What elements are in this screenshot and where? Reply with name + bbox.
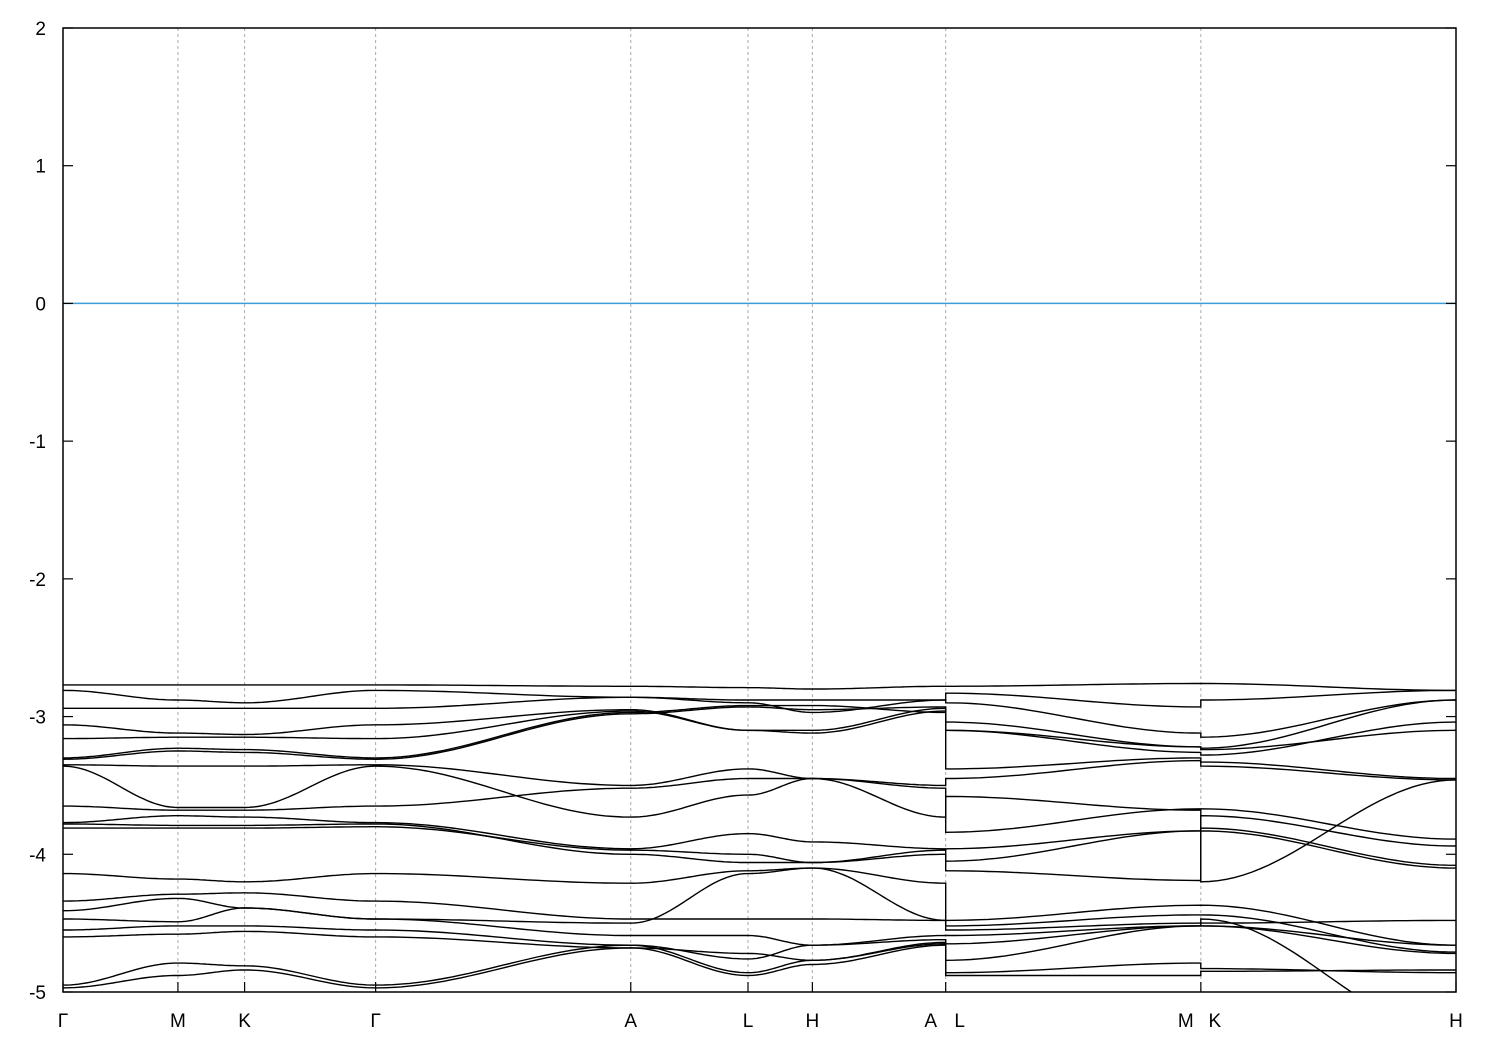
plot-frame xyxy=(62,27,1457,993)
x-tick-label: M xyxy=(170,1011,186,1032)
band-line xyxy=(63,867,1456,931)
x-tick-label: M xyxy=(1178,1011,1194,1032)
y-tick-label: -4 xyxy=(29,845,46,866)
x-tick-label: K xyxy=(238,1011,251,1032)
y-tick-label: 0 xyxy=(35,294,46,315)
y-tick-label: 1 xyxy=(35,157,46,178)
band-line xyxy=(63,814,1456,850)
symmetry-gridlines xyxy=(177,28,1202,992)
band-line xyxy=(63,867,1456,946)
x-tick-label: K xyxy=(1209,1011,1222,1032)
x-tick-label: H xyxy=(1449,1011,1463,1032)
band-line xyxy=(63,826,1456,866)
band-line xyxy=(63,777,1456,840)
band-line xyxy=(63,696,1456,738)
y-tick-label: -2 xyxy=(29,570,46,591)
band-line xyxy=(63,710,1456,756)
x-tick-label: A xyxy=(624,1011,637,1032)
band-line xyxy=(63,704,1456,759)
band-line xyxy=(63,944,1456,989)
band-line xyxy=(63,943,1456,986)
band-line xyxy=(63,925,1456,960)
y-tick-label: -5 xyxy=(29,983,46,1004)
x-tick-label: H xyxy=(806,1011,820,1032)
band-line xyxy=(63,918,1353,992)
x-tick-label: Γ xyxy=(370,1011,380,1032)
band-line xyxy=(63,823,1456,882)
band-line xyxy=(63,907,1456,946)
band-line xyxy=(63,765,1456,883)
y-axis: -5 -4 -3 -2 -1 0 1 2 xyxy=(29,19,1456,1004)
x-tick-label: Γ xyxy=(58,1011,68,1032)
y-tick-label: 2 xyxy=(35,19,46,40)
band-line xyxy=(63,759,1456,787)
y-tick-label: -3 xyxy=(29,708,46,729)
band-line xyxy=(63,892,1456,953)
x-tick-label: A xyxy=(924,1011,937,1032)
band-line xyxy=(63,706,1456,780)
x-tick-label: L xyxy=(954,1011,965,1032)
x-tick-label: L xyxy=(743,1011,754,1032)
y-tick-label: -1 xyxy=(29,432,46,453)
band-line xyxy=(63,682,1456,692)
bands xyxy=(63,682,1456,992)
band-line xyxy=(63,689,1456,708)
